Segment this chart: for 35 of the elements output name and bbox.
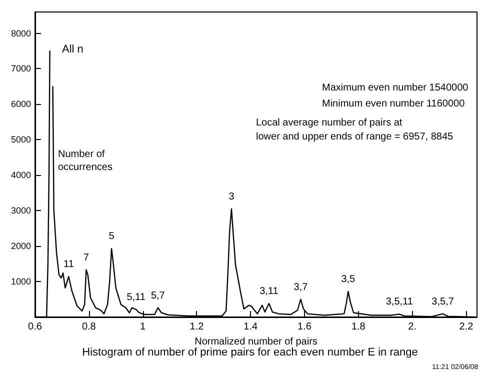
x-tick-label: 1.8 <box>351 322 366 332</box>
annotation: 7 <box>83 252 90 264</box>
x-axis-title: Normalized number of pairs <box>194 336 318 348</box>
x-tick-label: 1.2 <box>190 322 204 332</box>
x-tick-label: 1.4 <box>244 322 258 332</box>
annotation: 11 <box>63 259 74 270</box>
annotation: Local average number of pairs at lower and upper ends of range = 6957, 8845 <box>256 118 454 142</box>
y-axis-title: Number of occurrences <box>58 149 112 173</box>
y-tick-label: 3000 <box>10 206 31 216</box>
annotation: Minimum even number 1160000 <box>322 98 466 110</box>
x-tick-label: 0.8 <box>82 322 96 332</box>
x-tick-label: 1 <box>140 322 146 332</box>
x-tick-label: 2.2 <box>459 322 474 332</box>
annotation: 3,5,11 <box>386 296 414 308</box>
y-tick-label: 6000 <box>10 99 31 110</box>
x-tick-label: 0.6 <box>28 322 42 332</box>
annotation: 5 <box>108 231 115 242</box>
annotation: 3,5 <box>341 274 356 285</box>
x-tick-label: 1.6 <box>298 322 312 332</box>
y-tick-label: 5000 <box>10 134 31 145</box>
y-tick-label: 2000 <box>10 241 31 252</box>
y-tick-label: 7000 <box>10 64 31 74</box>
x-tick-label: 2. <box>408 322 416 332</box>
y-tick-label: 8000 <box>10 28 31 38</box>
annotation: 3,11 <box>260 286 279 298</box>
y-tick-label: 1000 <box>10 276 31 287</box>
annotation: 5,7 <box>150 290 166 302</box>
annotation: 3 <box>228 191 235 202</box>
annotation: 5,11 <box>126 292 146 304</box>
annotation: Maximum even number 1540000 <box>322 82 469 94</box>
annotation: All n <box>62 44 84 56</box>
y-tick-label: 4000 <box>10 170 31 180</box>
annotation: 3,5,7 <box>432 296 454 308</box>
annotation: 3,7 <box>294 282 308 293</box>
text: Histogram of number of prime pairs for each even number E in range <box>82 346 418 358</box>
